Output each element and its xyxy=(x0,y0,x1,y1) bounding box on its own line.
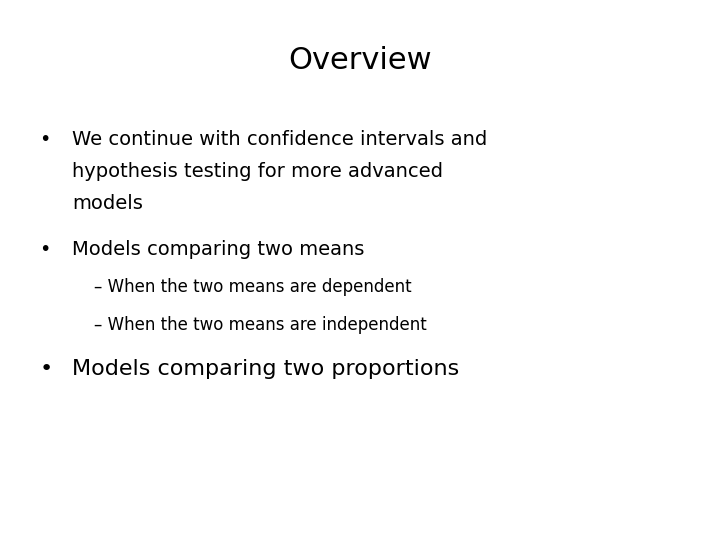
Text: hypothesis testing for more advanced: hypothesis testing for more advanced xyxy=(72,162,443,181)
Text: Overview: Overview xyxy=(288,46,432,75)
Text: •: • xyxy=(40,130,51,148)
Text: We continue with confidence intervals and: We continue with confidence intervals an… xyxy=(72,130,487,148)
Text: •: • xyxy=(40,359,53,379)
Text: – When the two means are independent: – When the two means are independent xyxy=(94,316,426,334)
Text: Models comparing two means: Models comparing two means xyxy=(72,240,364,259)
Text: models: models xyxy=(72,194,143,213)
Text: •: • xyxy=(40,240,51,259)
Text: – When the two means are dependent: – When the two means are dependent xyxy=(94,278,411,296)
Text: Models comparing two proportions: Models comparing two proportions xyxy=(72,359,459,379)
